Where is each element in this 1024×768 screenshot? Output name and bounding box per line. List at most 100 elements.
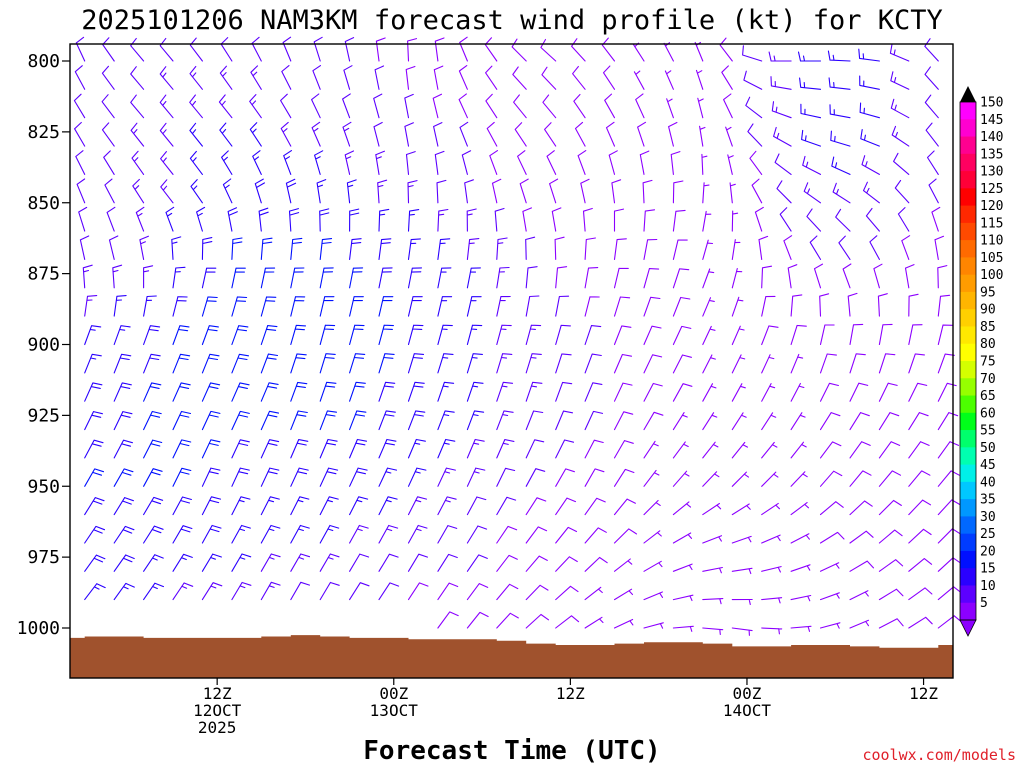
wind-barb [512, 66, 527, 90]
wind-barb [633, 70, 645, 90]
colorbar-bin [960, 274, 976, 293]
wind-barb [878, 323, 893, 346]
wind-barb [729, 182, 736, 204]
wind-barb [790, 594, 812, 602]
wind-barb [761, 471, 779, 487]
wind-barb [84, 525, 106, 544]
wind-barb [378, 582, 400, 601]
wind-barb [637, 121, 647, 147]
wind-barb [877, 293, 888, 317]
wind-barb [731, 598, 753, 606]
wind-barb [613, 558, 633, 572]
colorbar-tick-label: 105 [980, 251, 1003, 266]
colorbar-tick-label: 95 [980, 285, 996, 300]
wind-barb [672, 268, 690, 289]
wind-barb [613, 411, 634, 431]
wind-barb [695, 69, 704, 90]
wind-barb [283, 150, 293, 175]
wind-barb [290, 267, 305, 289]
wind-barb [731, 267, 743, 289]
wind-barb [908, 353, 925, 374]
wind-barb [496, 295, 511, 317]
wind-barb [143, 525, 164, 544]
wind-barb [407, 438, 426, 459]
wind-barb [761, 566, 782, 573]
wind-barb [130, 66, 145, 90]
wind-barb [496, 237, 508, 260]
wind-barb [702, 535, 723, 544]
wind-barb [701, 153, 708, 175]
wind-barb [159, 94, 174, 119]
wind-barb [731, 210, 739, 232]
wind-barb [613, 325, 632, 346]
wind-barb [84, 439, 104, 459]
wind-barb [312, 65, 322, 90]
wind-barb [231, 296, 248, 317]
wind-barb [800, 103, 822, 119]
wind-barb [101, 122, 115, 147]
wind-barb [878, 382, 898, 402]
wind-barb [849, 382, 869, 402]
wind-barb [172, 467, 192, 487]
colorbar-bin [960, 550, 976, 569]
wind-barb [743, 70, 763, 90]
wind-barb [878, 618, 904, 629]
wind-barb [201, 439, 221, 459]
wind-barb [937, 265, 948, 289]
wind-barb [407, 496, 428, 516]
wind-barb [584, 468, 605, 487]
wind-barb [725, 126, 733, 147]
wind-barb [937, 557, 962, 572]
wind-barb [458, 65, 468, 90]
wind-barb [290, 237, 303, 260]
wind-barb [697, 97, 704, 119]
y-axis: 800 825 850 875 900 925 950 975 1000 [17, 51, 70, 639]
colorbar-tick-label: 20 [980, 544, 996, 559]
wind-barb [143, 496, 164, 516]
wind-barb [405, 151, 416, 175]
wind-barb [858, 48, 880, 62]
wind-barb [437, 611, 459, 629]
wind-barb [319, 267, 334, 289]
wind-barb [113, 325, 131, 346]
wind-barb [135, 206, 145, 232]
wind-barb [878, 441, 901, 459]
wind-barb [827, 50, 851, 62]
wind-barb [344, 37, 355, 62]
wind-barb [112, 264, 123, 289]
wind-barb [869, 235, 880, 260]
wind-barb [584, 237, 596, 260]
wind-barb [84, 353, 102, 374]
wind-barb [342, 93, 351, 119]
wind-barb [787, 264, 798, 289]
colorbar-bin [960, 447, 976, 465]
wind-barb [702, 566, 723, 574]
wind-barb [496, 439, 515, 459]
wind-barb [643, 354, 663, 374]
wind-barb [220, 37, 233, 62]
colorbar-tick-label: 25 [980, 527, 996, 542]
wind-barb [572, 65, 586, 90]
wind-barb [227, 207, 238, 232]
wind-barb [79, 235, 90, 260]
wind-barb [878, 470, 902, 487]
wind-barb [113, 554, 135, 572]
wind-barb [862, 181, 880, 204]
wind-barb [604, 93, 616, 119]
colorbar-bin [960, 240, 976, 258]
colorbar-bin [960, 188, 976, 206]
wind-barb [101, 94, 115, 119]
wind-barb [378, 381, 396, 402]
wind-barb [613, 468, 635, 487]
y-tick-label: 800 [27, 51, 60, 72]
wind-barb [407, 467, 427, 487]
wind-barb [113, 525, 135, 544]
wind-barb [172, 325, 190, 346]
wind-barb [231, 382, 250, 402]
wind-barb [702, 210, 712, 232]
wind-barb [349, 438, 368, 459]
wind-barb [908, 293, 919, 317]
wind-barb [466, 353, 483, 374]
wind-barb [702, 441, 719, 459]
wind-barb [201, 382, 221, 402]
